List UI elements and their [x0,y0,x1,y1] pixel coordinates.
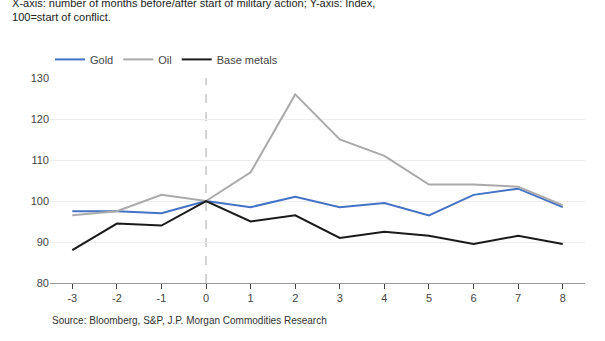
svg-text:8: 8 [560,292,566,304]
svg-text:2: 2 [292,292,298,304]
svg-text:-1: -1 [157,292,167,304]
svg-text:Gold: Gold [90,54,113,66]
svg-text:Source: Bloomberg, S&P, J.P. M: Source: Bloomberg, S&P, J.P. Morgan Comm… [52,315,327,326]
svg-text:-3: -3 [67,292,77,304]
svg-text:130: 130 [31,72,49,84]
svg-text:1: 1 [248,292,254,304]
svg-text:6: 6 [470,292,476,304]
svg-text:120: 120 [31,113,49,125]
svg-text:Base metals: Base metals [217,54,278,66]
svg-text:0: 0 [203,292,209,304]
svg-text:-2: -2 [112,292,122,304]
svg-text:4: 4 [381,292,387,304]
svg-text:X-axis: number of months befor: X-axis: number of months before/after st… [12,0,375,23]
svg-text:110: 110 [31,154,49,166]
svg-text:Oil: Oil [158,54,171,66]
svg-text:90: 90 [37,236,49,248]
svg-text:80: 80 [37,277,49,289]
svg-text:5: 5 [426,292,432,304]
svg-text:100: 100 [31,195,49,207]
svg-text:3: 3 [337,292,343,304]
svg-text:7: 7 [515,292,521,304]
